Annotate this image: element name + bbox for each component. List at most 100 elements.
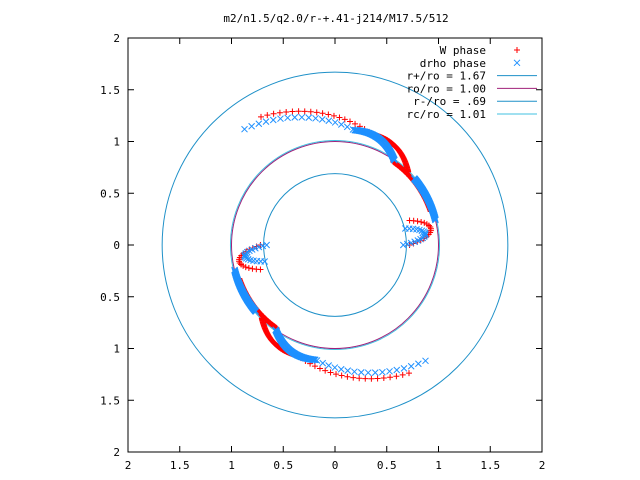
x-tick-label: 0 [332, 459, 339, 472]
drho-phase-point [325, 362, 333, 369]
w-phase-point [316, 365, 323, 372]
w-phase-point [240, 262, 247, 269]
drho-phase-point [319, 359, 327, 367]
w-phase-point [283, 108, 290, 115]
w-phase-point [257, 266, 264, 273]
legend-label: rc/ro = 1.01 [407, 108, 486, 121]
drho-phase-point [244, 255, 252, 263]
drho-phase-point [371, 369, 379, 376]
w-phase-point [311, 363, 318, 370]
series-drho-phase [231, 113, 439, 377]
legend-label: drho phase [420, 57, 486, 70]
drho-phase-point [318, 115, 326, 123]
drho-phase-point [263, 241, 271, 249]
drho-phase-point [349, 126, 357, 133]
drho-phase-point [337, 121, 345, 128]
w-phase-point [270, 110, 277, 117]
w-phase-point [264, 112, 271, 119]
circle-r-ro [161, 71, 509, 419]
legend-label: r-/ro = .69 [413, 95, 486, 108]
x-tick-label: 2 [539, 459, 546, 472]
drho-phase-point [364, 369, 372, 377]
drho-phase-point [261, 258, 269, 265]
w-phase-point [276, 109, 283, 116]
w-phase-point [368, 375, 375, 382]
drho-phase-point [284, 114, 291, 122]
y-tick-label: 0.5 [100, 291, 120, 304]
w-phase-point [336, 114, 343, 121]
w-phase-point [514, 47, 520, 53]
y-tick-label: 0.5 [100, 187, 120, 200]
w-phase-point [307, 108, 314, 115]
legend-label: r+/ro = 1.67 [407, 70, 486, 83]
w-phase-point [245, 265, 252, 272]
circle-ro-ro [231, 141, 439, 349]
drho-phase-point [242, 254, 250, 262]
drho-phase-point [305, 114, 313, 121]
drho-phase-point [407, 239, 415, 247]
y-tick-label: 2 [113, 32, 120, 45]
drho-phase-point [262, 118, 270, 125]
y-tick-label: 1.5 [100, 84, 120, 97]
drho-phase-point [400, 365, 408, 372]
w-phase-point [325, 111, 332, 118]
drho-phase-point [407, 362, 415, 370]
drho-phase-point [351, 126, 359, 134]
drho-phase-point [255, 120, 263, 128]
y-tick-label: 0 [113, 239, 120, 252]
x-tick-label: 1 [228, 459, 235, 472]
drho-phase-point [343, 123, 351, 131]
w-phase-point [387, 374, 394, 381]
drho-phase-point [312, 114, 319, 122]
w-phase-point [423, 221, 430, 228]
w-phase-point [327, 369, 334, 376]
drho-phase-point [269, 116, 277, 124]
w-phase-point [344, 373, 351, 380]
w-phase-point [352, 120, 359, 127]
w-phase-point [330, 112, 337, 119]
x-tick-label: 0.5 [377, 459, 397, 472]
drho-phase-point [351, 368, 358, 376]
drho-phase-point [248, 122, 255, 130]
w-phase-point [341, 116, 348, 123]
y-tick-label: 1.5 [100, 394, 120, 407]
circle-rc-ro [229, 139, 441, 351]
drho-phase-point [241, 125, 248, 133]
circle-r-ro [263, 173, 407, 317]
drho-phase-point [415, 360, 422, 368]
x-tick-label: 1.5 [480, 459, 500, 472]
drho-phase-point [386, 367, 393, 375]
drho-phase-point [255, 243, 263, 251]
series-layer [231, 108, 439, 382]
drho-phase-point [277, 115, 284, 123]
drho-phase-point [357, 369, 365, 376]
axes-layer: 2 1.5 1 0.5 0 0.5 1 1.5 221.510.500.511.52 [100, 32, 545, 472]
drho-phase-point [421, 231, 429, 239]
w-phase-point [362, 375, 369, 382]
drho-phase-point [325, 117, 333, 125]
drho-phase-point [241, 251, 249, 259]
drho-phase-point [399, 241, 407, 249]
w-phase-point [406, 370, 413, 377]
w-phase-point [418, 218, 425, 225]
w-phase-point [301, 108, 308, 115]
drho-phase-point [393, 366, 401, 374]
drho-phase-point [252, 308, 260, 315]
drho-phase-point [420, 228, 428, 236]
w-phase-point [374, 375, 381, 382]
x-tick-label: 0.5 [273, 459, 293, 472]
w-phase-point [399, 371, 406, 378]
w-phase-point [347, 118, 354, 125]
chart-title: m2/n1.5/q2.0/r-+.41-j214/M17.5/512 [223, 12, 448, 25]
drho-phase-point [403, 240, 411, 248]
w-phase-point [356, 375, 363, 382]
y-tick-label: 1 [113, 136, 120, 149]
w-phase-point [406, 217, 413, 224]
drho-phase-point [418, 227, 426, 235]
y-tick-label: 1 [113, 343, 120, 356]
drho-phase-point [331, 119, 339, 126]
drho-phase-point [410, 175, 418, 182]
w-phase-point [295, 108, 302, 115]
w-phase-point [338, 372, 345, 379]
